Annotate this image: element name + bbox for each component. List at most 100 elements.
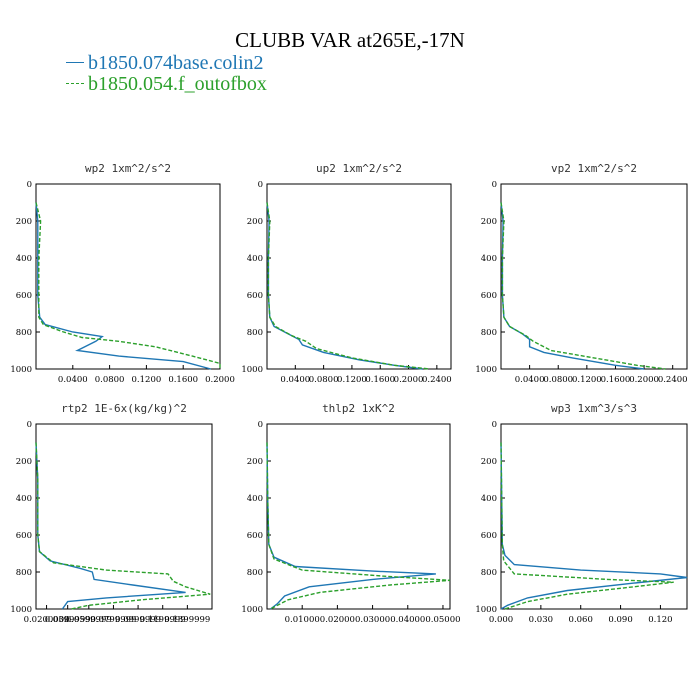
x-tick-label: 0.2000 — [629, 375, 659, 385]
series-line-1 — [500, 442, 688, 610]
series-line-2 — [266, 202, 430, 370]
plot-frame — [500, 183, 688, 370]
y-tick-label: 600 — [247, 531, 263, 541]
panel-title: rtp2 1E-6x(kg/kg)^2 — [61, 402, 187, 415]
y-tick-label: 800 — [247, 568, 263, 578]
series-line-2 — [500, 202, 666, 370]
legend-label-1: b1850.074base.colin2 — [88, 52, 264, 74]
x-tick-label: 0.1600 — [601, 375, 631, 385]
x-tick-label: 0.1200 — [132, 375, 162, 385]
y-tick-label: 800 — [247, 328, 263, 338]
legend-line-dashed — [66, 82, 84, 84]
series-line-1 — [266, 202, 423, 370]
x-tick-label: 0.0400 — [515, 375, 545, 385]
panel-title: up2 1xm^2/s^2 — [316, 162, 402, 175]
panel-4: rtp2 1E-6x(kg/kg)^2 0 200 400 600 800 10000.02… — [10, 402, 213, 625]
x-tick-label: 0.0399999 — [45, 615, 91, 625]
x-tick-label: 0.090 — [608, 615, 632, 625]
y-tick-label: 200 — [481, 457, 497, 467]
x-tick-label: 0.120 — [648, 615, 672, 625]
series-line-1 — [35, 202, 211, 370]
y-tick-label: 400 — [481, 254, 497, 264]
x-tick-label: 0.0400 — [58, 375, 88, 385]
y-tick-label: 200 — [247, 457, 263, 467]
x-tick-label: 0.2000 — [394, 375, 424, 385]
x-tick-label: 0.0800 — [309, 375, 339, 385]
panel-title: wp2 1xm^2/s^2 — [85, 162, 171, 175]
y-tick-label: 600 — [481, 531, 497, 541]
y-tick-label: 0 — [27, 420, 32, 430]
x-tick-label: 0.0200000 — [24, 615, 70, 625]
y-tick-label: 600 — [247, 291, 263, 301]
y-tick-label: 1000 — [475, 365, 497, 375]
x-tick-label: 0.0799999 — [90, 615, 136, 625]
panel-5: thlp2 1xK^2 0 200 400 600 800 1000 0.01000 0.020… — [241, 402, 460, 625]
x-tick-label: 0.01000 — [285, 615, 320, 625]
plot-frame — [35, 183, 221, 370]
y-tick-label: 400 — [16, 494, 32, 504]
x-tick-label: 0.2000 — [205, 375, 235, 385]
x-tick-label: 0.02000 — [320, 615, 355, 625]
plot-frame — [35, 423, 213, 610]
series-line-1 — [500, 202, 645, 370]
y-tick-label: 400 — [481, 494, 497, 504]
panel-title: wp3 1xm^3/s^3 — [551, 402, 637, 415]
x-tick-label: 0.060 — [569, 615, 593, 625]
y-tick-label: 1000 — [241, 605, 263, 615]
panel-2: up2 1xm^2/s^2 0 200 400 600 800 1000 0.04000.08… — [241, 162, 451, 385]
series-line-1 — [35, 442, 186, 610]
x-tick-label: 0.2400 — [658, 375, 688, 385]
y-tick-label: 800 — [481, 328, 497, 338]
y-tick-label: 400 — [247, 494, 263, 504]
panel-title: thlp2 1xK^2 — [322, 402, 395, 415]
y-tick-label: 0 — [492, 420, 497, 430]
legend-label-2: b1850.054.f_outofbox — [88, 73, 267, 95]
y-tick-label: 600 — [481, 291, 497, 301]
plot-frame — [266, 183, 452, 370]
y-tick-label: 1000 — [10, 605, 32, 615]
x-tick-label: 0.2400 — [422, 375, 452, 385]
x-tick-label: 0.1200 — [337, 375, 367, 385]
panel-1: wp2 1xm^2/s^2 0 200 400 600 800 1000 0.0400 0.08… — [10, 162, 235, 385]
y-tick-label: 800 — [16, 568, 32, 578]
plot-frame — [500, 423, 688, 610]
series-line-2 — [35, 202, 221, 369]
y-tick-label: 200 — [247, 217, 263, 227]
legend-entry-2: b1850.054.f_outofbox — [66, 73, 267, 95]
x-tick-label: 0.0400 — [280, 375, 310, 385]
panel-3: vp2 1xm^2/s^2 0 200 400 600 800 1000 0.04000.08… — [475, 162, 687, 385]
x-tick-label: 0.04000 — [390, 615, 425, 625]
x-tick-label: 0.1600 — [168, 375, 198, 385]
x-tick-label: 0.03000 — [355, 615, 390, 625]
y-tick-label: 400 — [16, 254, 32, 264]
y-tick-label: 0 — [258, 420, 263, 430]
y-tick-label: 800 — [16, 328, 32, 338]
x-tick-label: 0.0800 — [543, 375, 573, 385]
y-tick-label: 0 — [492, 180, 497, 190]
y-tick-label: 0 — [258, 180, 263, 190]
y-tick-label: 800 — [481, 568, 497, 578]
x-tick-label: 0.0999999 — [115, 615, 161, 625]
x-tick-label: 0.0599999 — [66, 615, 112, 625]
y-tick-label: 1000 — [241, 365, 263, 375]
figure-title: CLUBB VAR at265E,-17N — [235, 28, 465, 52]
y-tick-label: 1000 — [475, 605, 497, 615]
x-tick-label: 0.1600 — [365, 375, 395, 385]
y-tick-label: 1000 — [10, 365, 32, 375]
y-tick-label: 200 — [481, 217, 497, 227]
series-line-2 — [35, 442, 211, 610]
y-tick-label: 0 — [27, 180, 32, 190]
series-line-2 — [500, 442, 674, 610]
x-tick-label: 0.030 — [529, 615, 553, 625]
x-tick-label: 0.1399999 — [164, 615, 210, 625]
x-tick-label: 0.1199999 — [140, 615, 186, 625]
x-tick-label: 0.1200 — [572, 375, 602, 385]
plot-frame — [266, 423, 451, 610]
y-tick-label: 200 — [16, 457, 32, 467]
legend-entry-1: b1850.074base.colin2 — [66, 52, 264, 74]
y-tick-label: 600 — [16, 531, 32, 541]
panel-title: vp2 1xm^2/s^2 — [551, 162, 637, 175]
